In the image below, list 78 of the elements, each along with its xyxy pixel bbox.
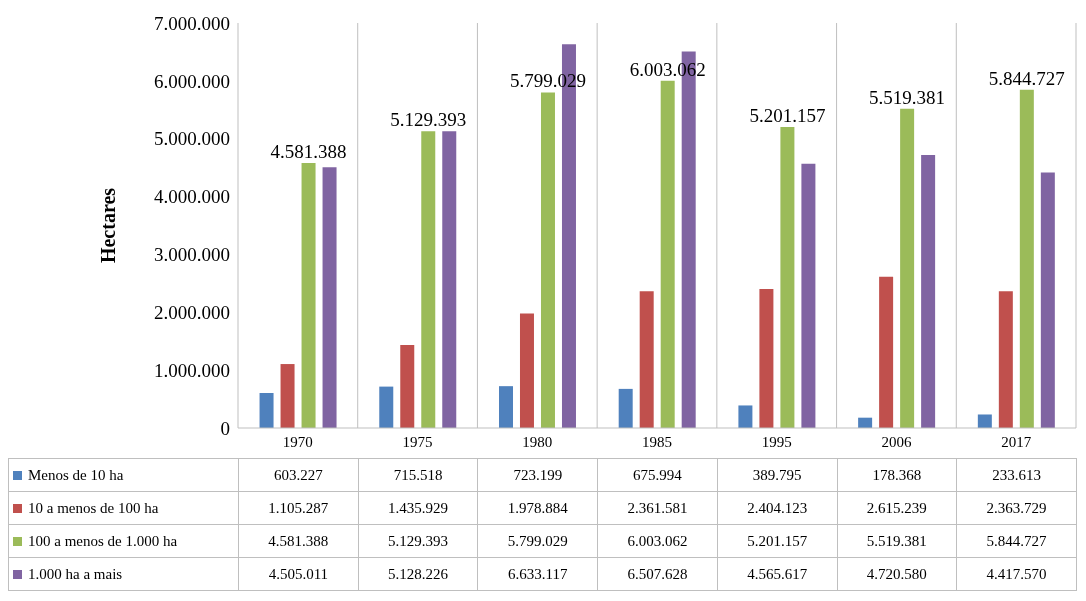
data-label: 5.128.226 [358,557,478,591]
bar [421,131,436,428]
legend-label: Menos de 10 ha [27,466,124,483]
data-label: 1.978.884 [477,491,598,525]
data-label: 5.519.381 [837,524,957,558]
data-label: 4.565.617 [717,557,838,591]
text: 5.129.393 [390,109,467,131]
bar [977,414,992,428]
text: 5.519.381 [869,86,946,108]
y-tick-label: 1.000.000 [154,359,230,381]
bar [639,291,654,428]
data-label: 5.201.157 [717,524,838,558]
data-label: 178.368 [837,458,957,492]
bar [498,386,513,428]
bar [519,313,534,428]
bar [259,393,274,428]
bar [442,131,457,428]
bar [1040,172,1055,428]
bar [900,108,915,428]
bar [322,167,337,428]
bar [780,127,795,428]
data-label: 603.227 [238,458,359,492]
bar [301,162,316,428]
text: 5.201.157 [749,105,826,127]
data-label: 4.505.011 [238,557,359,591]
legend-label: 100 a menos de 1.000 ha [27,532,178,549]
data-label: 1.105.287 [238,491,359,525]
data-label: 715.518 [358,458,478,492]
y-tick-label: 7.000.000 [154,12,230,34]
legend-label: 10 a menos de 100 ha [27,499,159,516]
bar [759,288,774,428]
y-tick-label: 3.000.000 [154,244,230,266]
bar [540,92,555,428]
y-axis-title: Hectares [97,187,120,264]
data-label: 4.581.388 [238,524,359,558]
x-tick-label: 2006 [881,433,912,450]
y-tick-label: 6.000.000 [154,70,230,92]
x-tick-label: 1975 [402,433,433,450]
data-label: 4.720.580 [837,557,957,591]
data-label: 6.003.062 [597,524,718,558]
data-label: 5.844.727 [956,524,1077,558]
bar [879,276,894,428]
data-label: 2.615.239 [837,491,957,525]
data-label: 6.633.117 [477,557,598,591]
x-tick-label: 1980 [522,433,553,450]
y-tick-label: 4.000.000 [154,186,230,208]
x-tick-label: 2017 [1001,433,1032,450]
bar [1019,89,1034,428]
data-label: 723.199 [477,458,598,492]
bar [921,154,936,428]
bar [801,163,816,428]
y-tick-label: 0 [220,417,230,439]
x-tick-label: 1970 [282,433,313,450]
text: 4.581.388 [270,140,347,162]
bar [660,80,675,428]
legend-label: 1.000 ha a mais [27,565,123,582]
x-tick-label: 1995 [761,433,792,450]
bar [400,344,415,428]
data-label: 5.129.393 [358,524,478,558]
data-label: 2.363.729 [956,491,1077,525]
bar [618,388,633,428]
data-label: 675.994 [597,458,718,492]
data-label: 1.435.929 [358,491,478,525]
data-label: 2.361.581 [597,491,718,525]
y-tick-label: 2.000.000 [154,302,230,324]
data-label: 233.613 [956,458,1077,492]
y-tick-label: 5.000.000 [154,128,230,150]
data-label: 6.507.628 [597,557,718,591]
x-tick-label: 1985 [642,433,672,450]
data-label: 5.799.029 [477,524,598,558]
data-label: 2.404.123 [717,491,838,525]
data-label: 389.795 [717,458,838,492]
bar [998,291,1013,428]
text: 5.844.727 [988,67,1065,89]
bar [280,364,295,428]
bar [738,405,753,428]
bar [379,386,394,428]
data-label: 4.417.570 [956,557,1077,591]
